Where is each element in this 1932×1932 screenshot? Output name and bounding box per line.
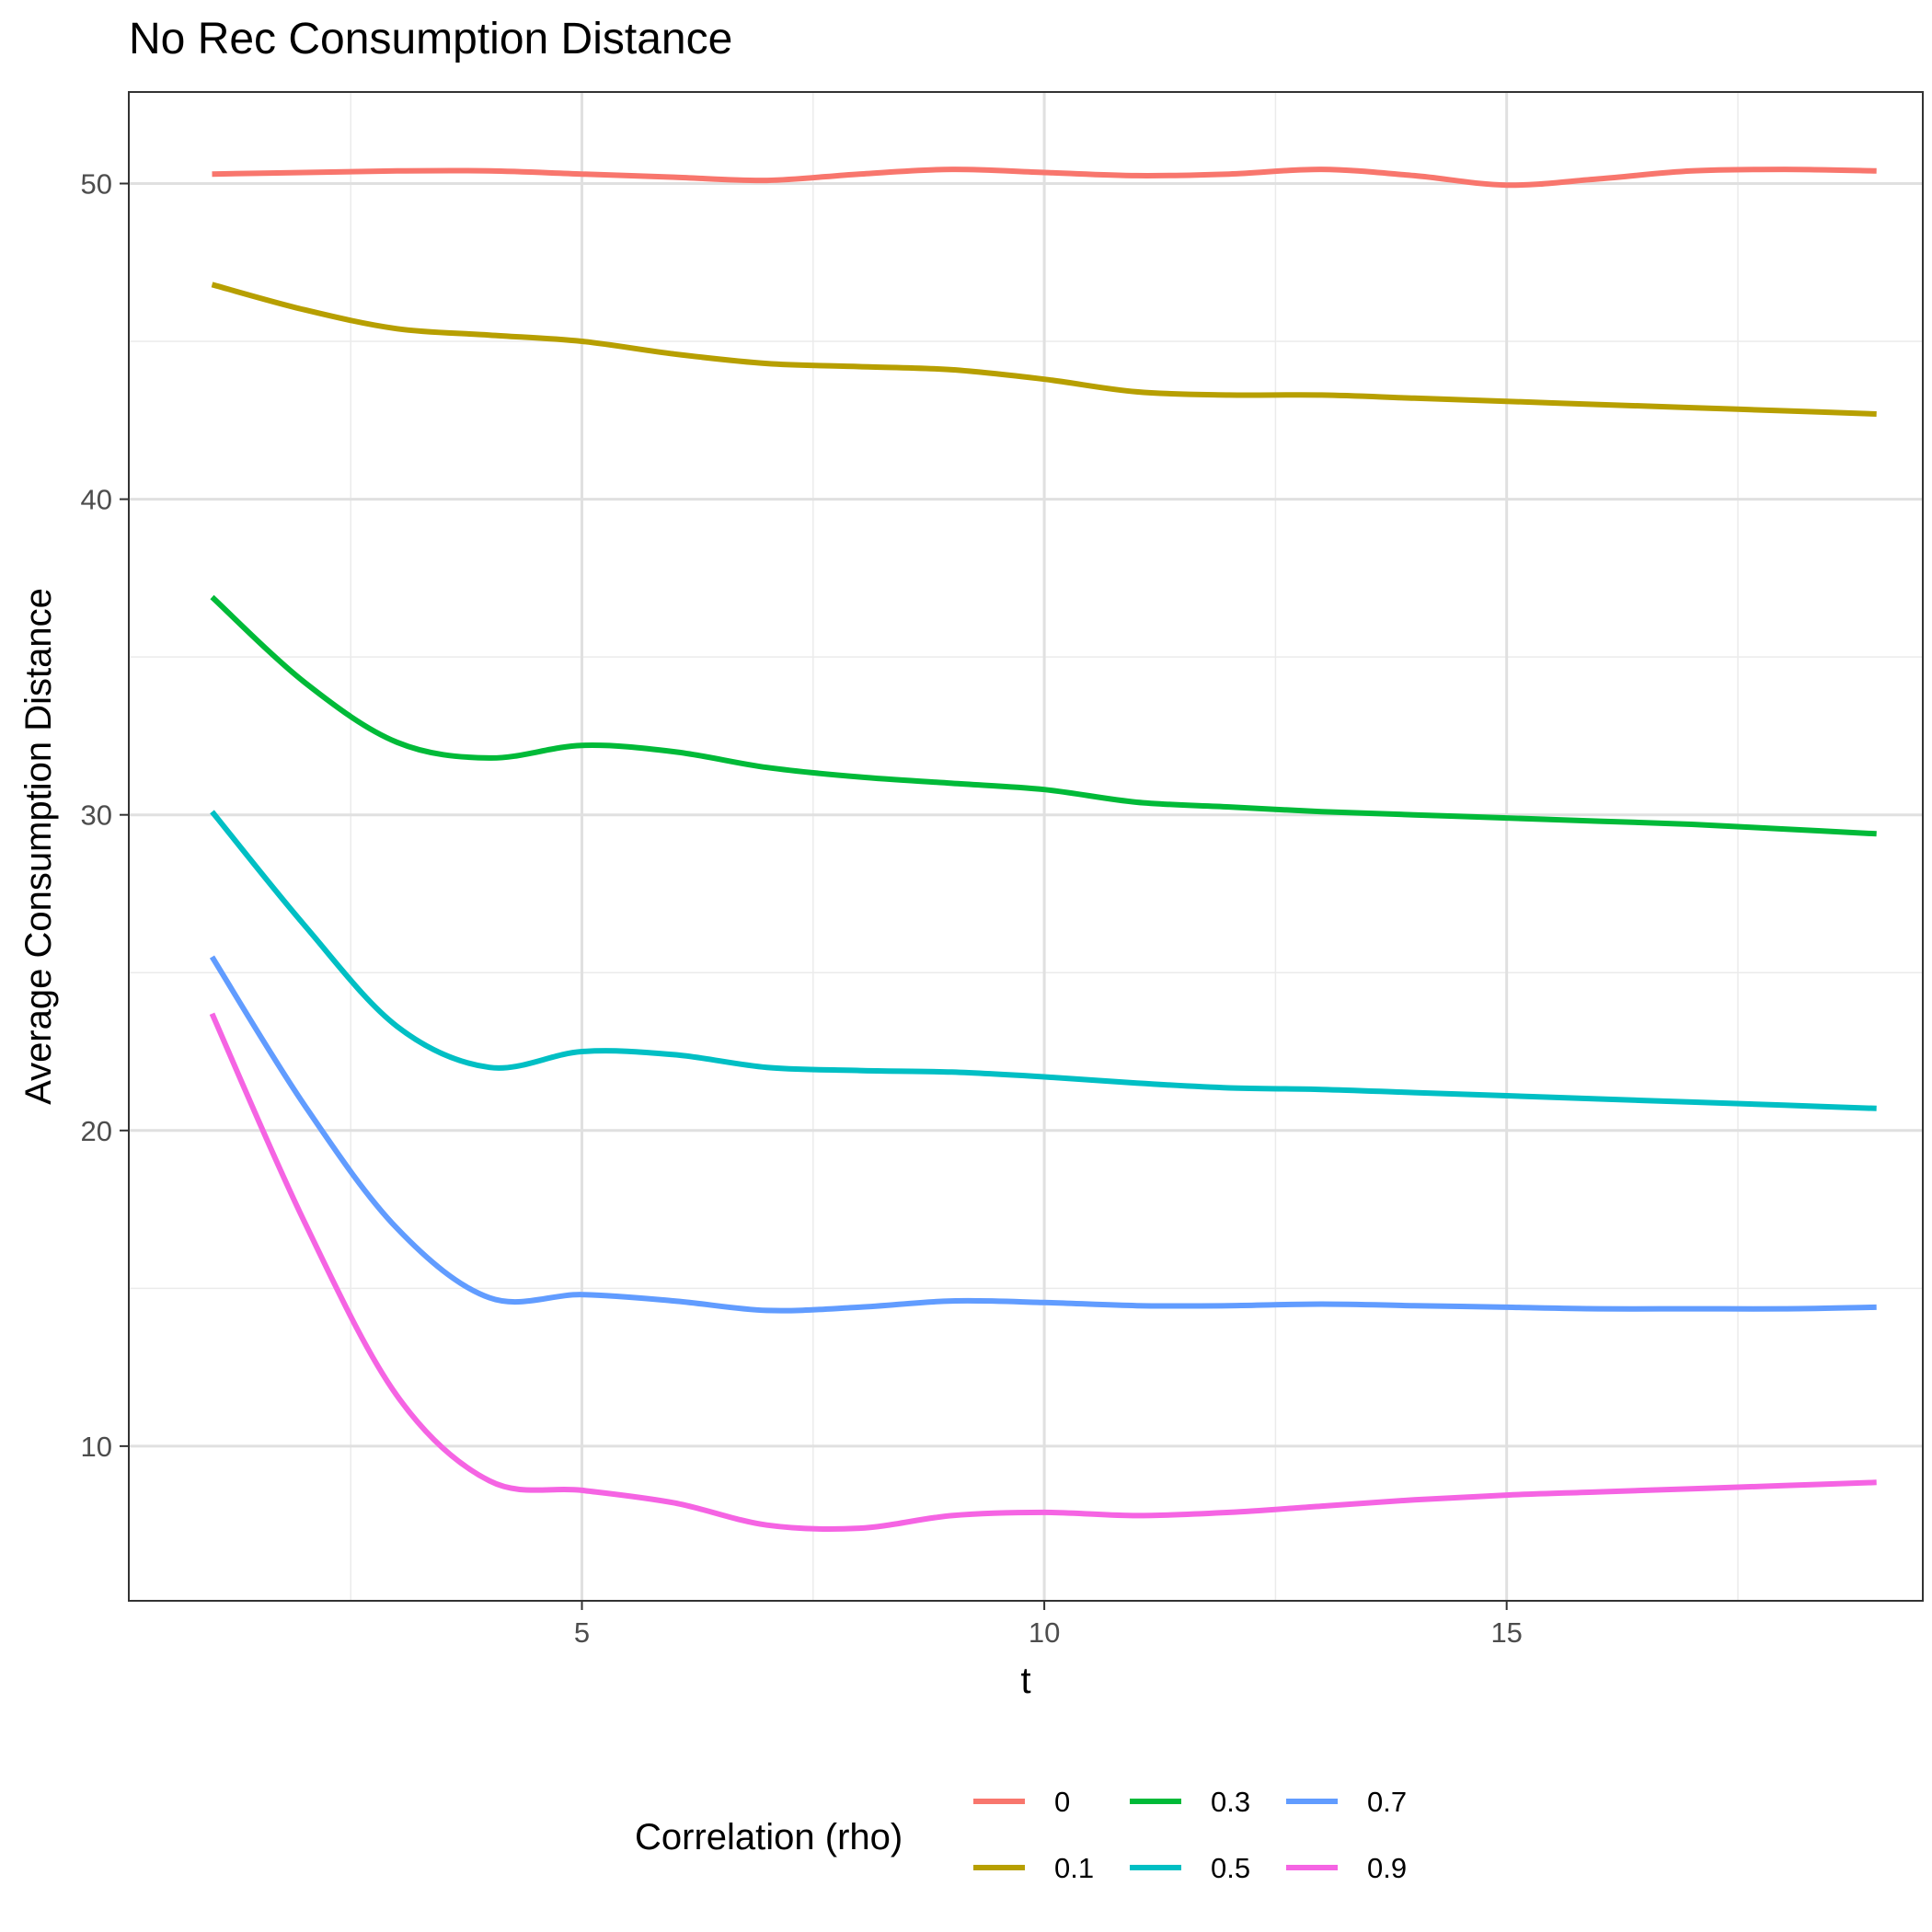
- x-axis-title: t: [1020, 1661, 1030, 1701]
- y-tick-label: 30: [81, 799, 112, 832]
- legend-label-rho-0-7: 0.7: [1367, 1786, 1407, 1818]
- chart-title: No Rec Consumption Distance: [129, 15, 732, 63]
- legend-title: Correlation (rho): [635, 1817, 903, 1857]
- x-tick-label: 10: [1029, 1616, 1060, 1649]
- x-tick-label: 5: [574, 1616, 590, 1649]
- series-line-rho-0-3: [210, 594, 1877, 837]
- series-line-rho-0: [212, 167, 1877, 189]
- plot-background: [129, 92, 1923, 1601]
- y-tick-label: 50: [81, 167, 112, 200]
- legend-label-rho-0-1: 0.1: [1054, 1852, 1094, 1884]
- y-tick-label: 10: [81, 1431, 112, 1463]
- x-tick-label: 15: [1490, 1616, 1522, 1649]
- y-axis: 10 20 30 40 50: [81, 167, 129, 1463]
- y-tick-label: 20: [81, 1115, 112, 1147]
- x-axis: 5 10 15: [574, 1601, 1523, 1649]
- legend-label-rho-0-5: 0.5: [1211, 1852, 1250, 1884]
- series-line-rho-0-1: [211, 282, 1877, 417]
- legend-label-rho-0-3: 0.3: [1211, 1786, 1250, 1818]
- legend-label-rho-0-9: 0.9: [1367, 1852, 1407, 1884]
- legend: Correlation (rho) 0 0.1 0.3 0.5 0.7 0.9: [635, 1786, 1407, 1884]
- minor-gridlines: [129, 92, 1923, 1601]
- series-line-rho-0-5: [210, 810, 1877, 1111]
- series-line-rho-0-9: [209, 1012, 1877, 1532]
- major-gridlines: [129, 92, 1923, 1601]
- plot-border: [128, 91, 1924, 1602]
- y-axis-title: Average Consumption Distance: [18, 588, 59, 1105]
- series-lines: [209, 167, 1877, 1532]
- legend-label-rho-0: 0: [1054, 1786, 1070, 1818]
- series-line-rho-0-7: [209, 955, 1877, 1314]
- y-tick-label: 40: [81, 484, 112, 516]
